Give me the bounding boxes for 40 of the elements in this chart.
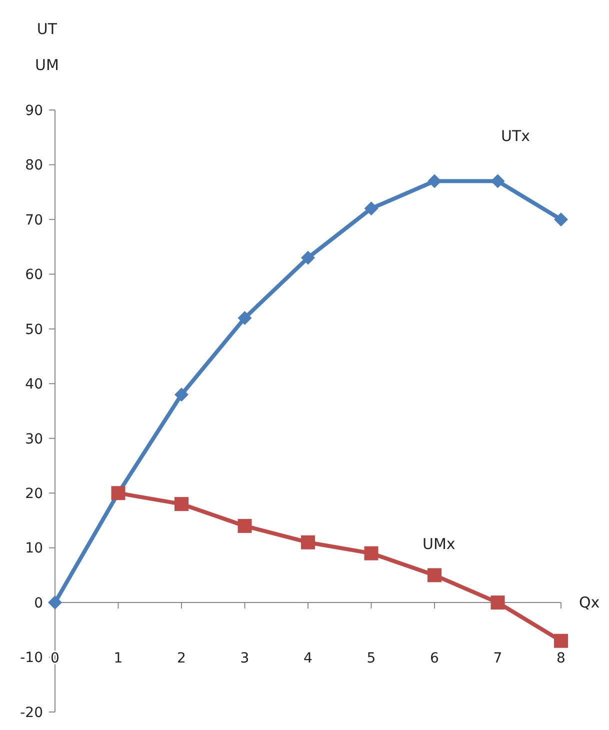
x-tick-label: 3 xyxy=(240,650,250,667)
point xyxy=(490,174,505,188)
y-tick-label: 30 xyxy=(25,431,43,448)
x-tick-label: 0 xyxy=(50,650,60,667)
y-tick-label: 10 xyxy=(25,540,43,557)
point xyxy=(554,212,568,226)
point xyxy=(174,497,188,512)
point xyxy=(174,388,188,402)
y-tick-label: 80 xyxy=(25,158,43,174)
point xyxy=(301,535,315,550)
series-label: UMx xyxy=(422,535,456,554)
y-tick-label: 0 xyxy=(34,595,43,612)
x-tick-label: 6 xyxy=(430,650,440,667)
text: UT UM xyxy=(35,20,59,74)
y-tick-label: 70 xyxy=(25,212,43,228)
point xyxy=(490,596,505,610)
y-tick-label: 60 xyxy=(25,267,43,284)
x-tick-label: 2 xyxy=(177,650,186,667)
x-tick-label: 4 xyxy=(304,650,313,667)
point xyxy=(238,310,252,325)
x-axis-title: Qx xyxy=(579,594,600,612)
point xyxy=(364,202,378,216)
point xyxy=(48,596,62,610)
point xyxy=(428,174,442,188)
y-tick-label: 40 xyxy=(25,376,43,393)
y-tick-label: -20 xyxy=(20,704,43,721)
point xyxy=(238,518,252,533)
point xyxy=(301,250,315,265)
point xyxy=(364,546,378,560)
point xyxy=(554,634,568,648)
y-tick-label: 90 xyxy=(25,102,43,119)
y-tick-label: 50 xyxy=(25,322,43,338)
x-tick-label: 8 xyxy=(556,650,566,667)
series-label: UTx xyxy=(501,127,530,146)
y-tick-label: -10 xyxy=(20,650,43,666)
x-tick-label: 5 xyxy=(366,650,376,667)
x-tick-label: 7 xyxy=(493,650,502,667)
point xyxy=(428,568,442,582)
x-tick-label: 1 xyxy=(114,650,123,667)
y-tick-label: 20 xyxy=(25,486,43,502)
